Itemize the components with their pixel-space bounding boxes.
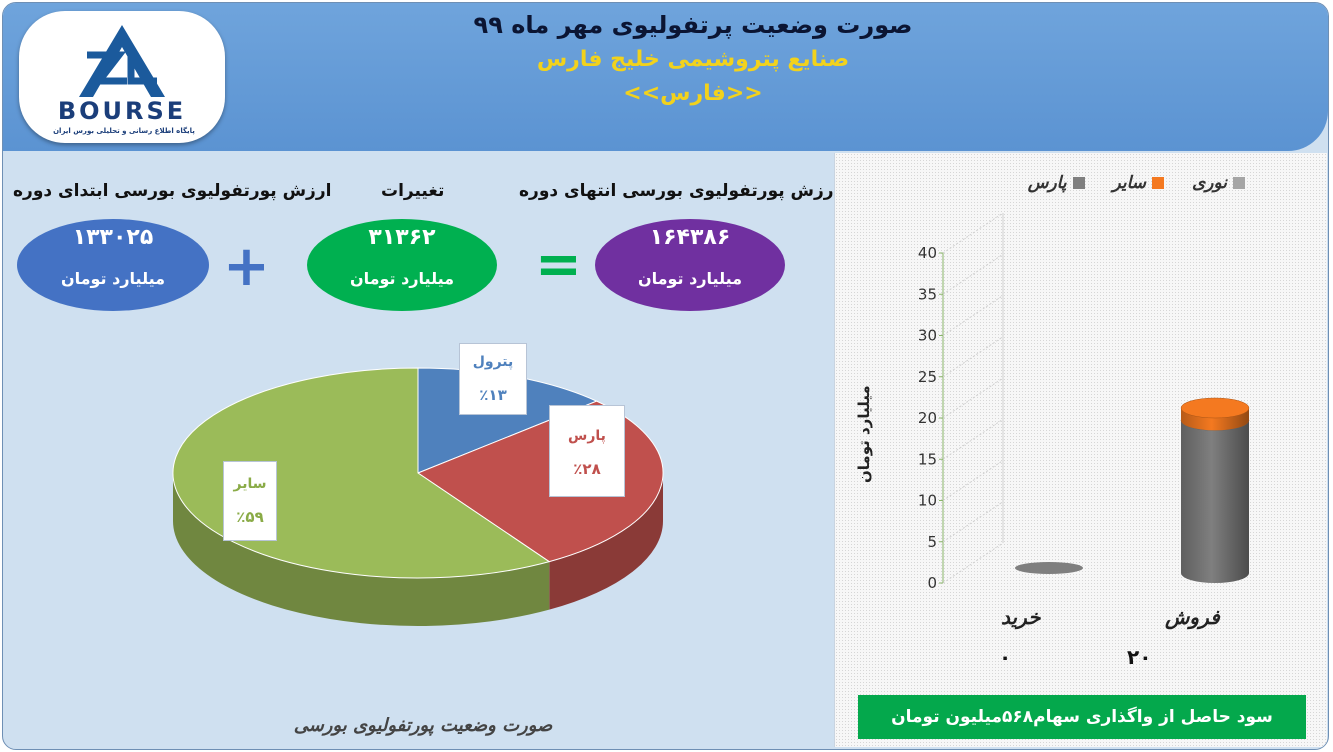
category-value-buy: ۰ xyxy=(999,645,1012,669)
y-depth-line-1 xyxy=(942,501,1004,543)
end-value: ۱۶۴۳۸۶ xyxy=(649,225,731,250)
pie-label-pars: پارس ٪۲۸ xyxy=(549,405,625,497)
legend-item-nouri: نوری xyxy=(1192,173,1245,193)
sale-profit-note: سود حاصل از واگذاری سهام۵۶۸میلیون تومان xyxy=(858,695,1306,739)
y-tick-label-3: 15 xyxy=(918,450,937,468)
page-title: صورت وضعیت پرتفولیوی مهر ماه ۹۹ xyxy=(473,11,913,39)
y-depth-line-5 xyxy=(942,336,1004,378)
end-value-label: ارزش پورتفولیوی بورسی انتهای دوره xyxy=(519,181,840,201)
legend-item-other: سایر xyxy=(1113,173,1165,193)
trades-bar-chart: 0 5 10 15 20 25 30 35 40 xyxy=(918,212,1250,592)
equals-icon: = xyxy=(535,232,582,297)
pie-label-petrol-value: ٪۱۳ xyxy=(479,386,507,404)
change-value: ۳۱۳۶۲ xyxy=(368,225,436,250)
change-value-ellipse: ۳۱۳۶۲ میلیارد تومان xyxy=(307,219,497,311)
pie-label-other-name: سایر xyxy=(233,476,267,492)
category-label-sell: فروش xyxy=(1165,605,1220,629)
bar-empty-1 xyxy=(1015,562,1083,574)
chart-legend: نوری سایر پارس xyxy=(1006,173,1245,193)
y-depth-line-8 xyxy=(942,212,1004,254)
end-value-ellipse: ۱۶۴۳۸۶ میلیارد تومان xyxy=(595,219,785,311)
legend-label-pars: پارس xyxy=(1027,173,1067,193)
change-value-unit: میلیارد تومان xyxy=(349,269,455,288)
y-depth-line-6 xyxy=(942,295,1004,336)
start-value: ۱۳۳۰۲۵ xyxy=(72,225,154,250)
y-tick-label-7: 35 xyxy=(918,285,937,303)
y-depth-line-7 xyxy=(942,253,1004,295)
category-value-sell: ۲۰ xyxy=(1127,645,1152,669)
y-depth-line-2 xyxy=(942,460,1004,501)
company-name: صنایع پتروشیمی خلیج فارس xyxy=(536,47,850,72)
pie-side-1 xyxy=(549,473,663,610)
pie-footer-caption: صورت وضعیت پورتفولیوی بورسی xyxy=(293,715,553,736)
pie-label-petrol-name: پترول xyxy=(472,354,514,370)
legend-item-pars: پارس xyxy=(1028,173,1085,193)
bar-top-0-series-1 xyxy=(1180,397,1250,419)
y-tick-label-6: 30 xyxy=(918,327,937,345)
pie-side-2 xyxy=(173,473,550,626)
logo-text: BOURSE xyxy=(57,97,187,125)
legend-swatch-nouri xyxy=(1233,177,1245,189)
legend-swatch-other xyxy=(1152,177,1165,189)
pie-label-other-value: ٪۵۹ xyxy=(236,508,264,526)
y-depth-line-4 xyxy=(942,377,1004,419)
legend-swatch-pars xyxy=(1072,177,1085,189)
pie-label-petrol: پترول ٪۱۳ xyxy=(459,343,527,415)
company-symbol: <<فارس>> xyxy=(623,81,763,106)
logo-mark-icon xyxy=(79,25,165,97)
legend-label-other: سایر xyxy=(1112,173,1147,193)
plus-icon: + xyxy=(223,234,270,299)
category-label-buy: خرید xyxy=(1001,605,1041,629)
start-value-unit: میلیارد تومان xyxy=(60,269,166,288)
legend-label-nouri: نوری xyxy=(1191,173,1227,193)
pie-label-pars-value: ٪۲۸ xyxy=(573,460,601,478)
logo-subtext: پایگاه اطلاع رسانی و تحلیلی بورس ایران xyxy=(53,127,195,135)
y-tick-label-4: 20 xyxy=(918,409,937,427)
start-value-ellipse: ۱۳۳۰۲۵ میلیارد تومان xyxy=(17,219,209,311)
bourse-logo: BOURSE پایگاه اطلاع رسانی و تحلیلی بورس … xyxy=(19,11,225,143)
pie-label-other: سایر ٪۵۹ xyxy=(223,461,277,541)
trades-chart-panel: نوری سایر پارس میلیارد تومان 0 5 10 15 20 25 3… xyxy=(834,153,1327,747)
y-tick-label-5: 25 xyxy=(918,368,937,386)
y-tick-label-0: 0 xyxy=(927,574,937,592)
start-value-label: ارزش پورتفولیوی بورسی ابتدای دوره xyxy=(13,181,332,201)
header-banner: BOURSE پایگاه اطلاع رسانی و تحلیلی بورس … xyxy=(3,3,1328,151)
y-tick-label-8: 40 xyxy=(918,244,937,262)
y-depth-line-0 xyxy=(942,542,1004,584)
bar-0-series-0 xyxy=(1181,420,1249,583)
pie-label-pars-name: پارس xyxy=(568,428,606,444)
y-tick-label-1: 5 xyxy=(927,533,937,551)
change-label: تغییرات xyxy=(381,181,445,201)
end-value-unit: میلیارد تومان xyxy=(637,269,743,288)
y-tick-label-2: 10 xyxy=(918,492,937,510)
y-depth-line-3 xyxy=(942,418,1004,460)
